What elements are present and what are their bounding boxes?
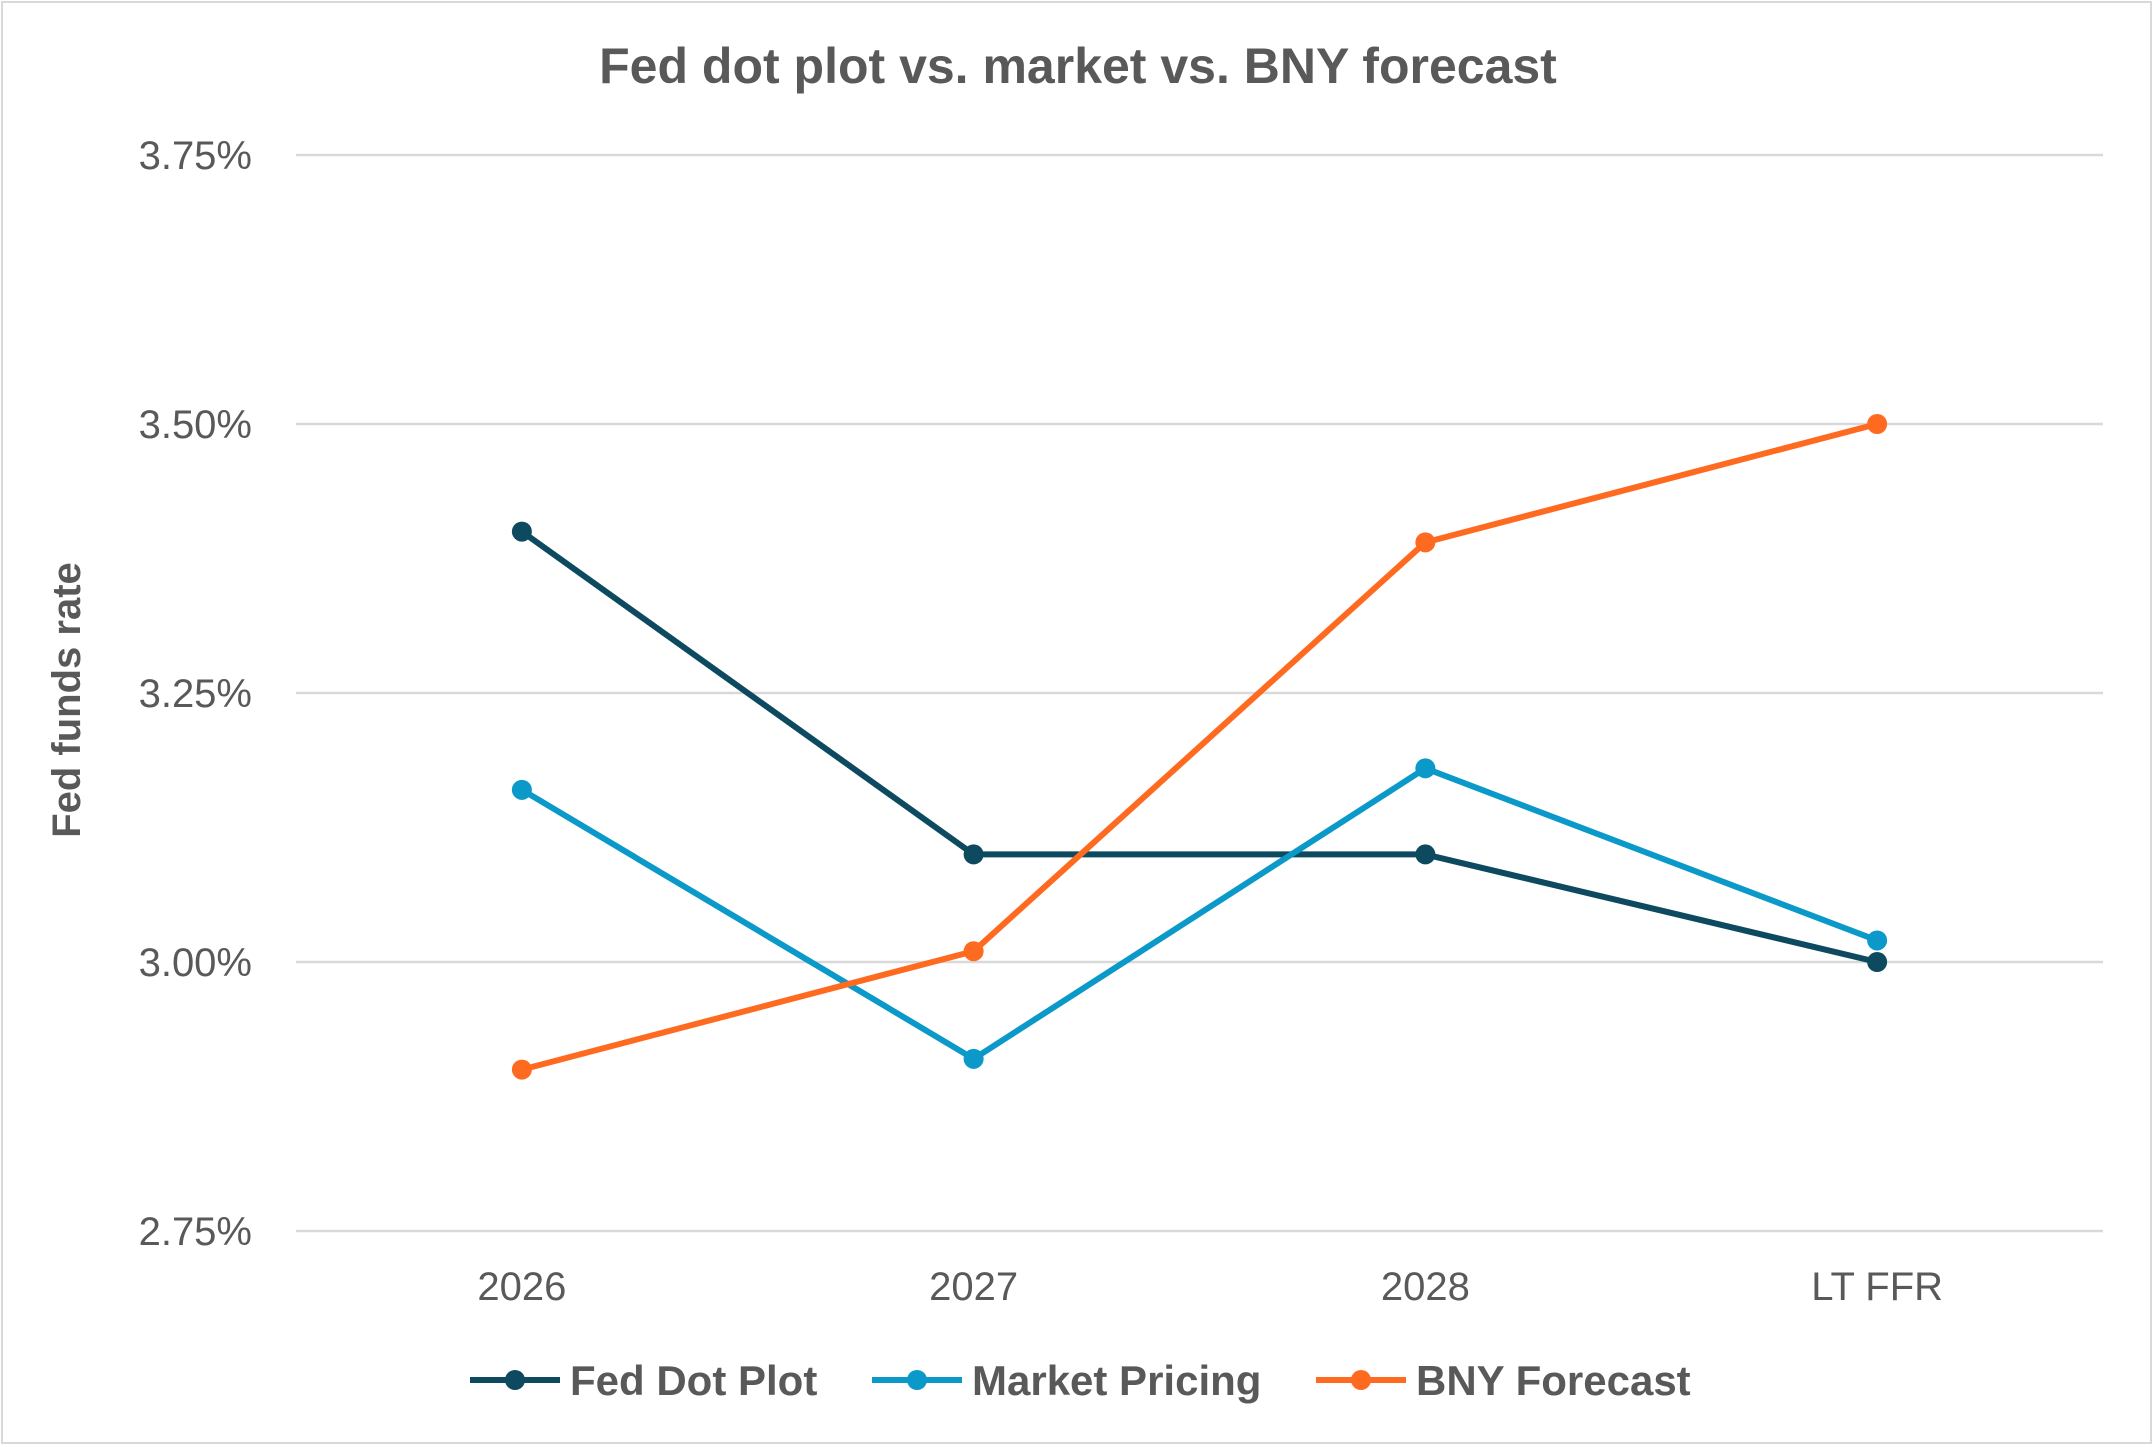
- series-line-market-pricing: [520, 765, 1879, 1062]
- legend-marker: [907, 1370, 927, 1390]
- y-tick-label: 3.00%: [139, 941, 252, 985]
- data-point: [1415, 844, 1436, 865]
- data-point: [1867, 414, 1888, 434]
- data-point: [1867, 952, 1888, 972]
- legend-label: Fed Dot Plot: [570, 1357, 817, 1404]
- data-point: [963, 1048, 984, 1069]
- y-tick-label: 3.25%: [139, 672, 252, 716]
- chart-title: Fed dot plot vs. market vs. BNY forecast: [599, 38, 1557, 94]
- x-tick-label: 2026: [477, 1265, 566, 1309]
- data-point: [511, 521, 532, 542]
- y-tick-label: 3.50%: [139, 403, 252, 447]
- legend-label: Market Pricing: [972, 1357, 1261, 1404]
- series-line-fed-dot-plot: [520, 529, 1878, 965]
- data-point: [1415, 758, 1436, 779]
- y-tick-label: 2.75%: [139, 1210, 252, 1254]
- legend-label: BNY Forecast: [1416, 1357, 1691, 1404]
- data-point: [511, 779, 532, 800]
- legend-marker: [1351, 1370, 1371, 1390]
- legend-marker: [505, 1370, 525, 1390]
- data-point: [963, 844, 984, 865]
- data-point: [963, 941, 984, 962]
- data-point: [1867, 930, 1888, 951]
- x-tick-label: 2027: [929, 1265, 1018, 1309]
- y-tick-label: 3.75%: [139, 134, 252, 178]
- data-point: [1415, 532, 1436, 553]
- x-tick-label: 2028: [1381, 1265, 1470, 1309]
- series-line-bny-forecast: [521, 421, 1878, 1073]
- data-point: [511, 1059, 532, 1080]
- x-tick-label: LT FFR: [1811, 1265, 1943, 1309]
- y-axis-label: Fed funds rate: [45, 562, 89, 838]
